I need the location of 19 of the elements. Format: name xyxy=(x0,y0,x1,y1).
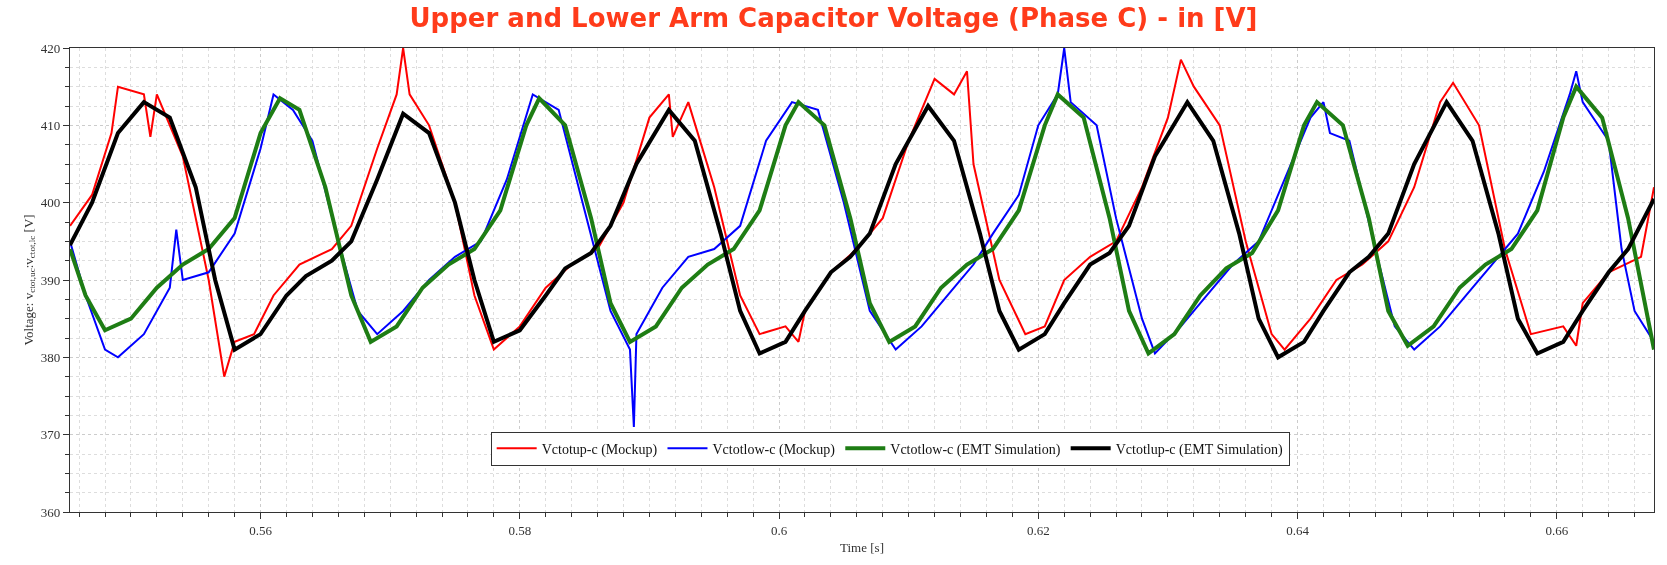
y-tick-label: 410 xyxy=(40,117,61,133)
x-tick-label: 0.6 xyxy=(770,522,788,538)
x-tick-label: 0.66 xyxy=(1545,522,1569,538)
legend-label: Vctotlow-c (EMT Simulation) xyxy=(890,441,1061,458)
y-tick-label: 380 xyxy=(40,349,61,365)
x-tick-label: 0.64 xyxy=(1286,522,1310,538)
y-tick-label: 400 xyxy=(40,195,61,211)
y-tick-label: 370 xyxy=(40,427,61,443)
x-tick-label: 0.62 xyxy=(1026,522,1050,538)
x-tick-label: 0.56 xyxy=(249,522,273,538)
x-tick-label: 0.58 xyxy=(508,522,532,538)
y-tick-label: 360 xyxy=(40,504,61,520)
legend-label: Vctotlup-c (EMT Simulation) xyxy=(1115,441,1283,458)
y-tick-label: 390 xyxy=(40,272,61,288)
legend-label: Vctotlow-c (Mockup) xyxy=(712,441,836,458)
y-tick-label: 420 xyxy=(40,40,61,56)
legend-label: Vctotup-c (Mockup) xyxy=(541,441,658,458)
x-axis-title: Time [s] xyxy=(840,540,884,556)
chart-title: Upper and Lower Arm Capacitor Voltage (Phase C) - in [V] xyxy=(409,2,1258,33)
